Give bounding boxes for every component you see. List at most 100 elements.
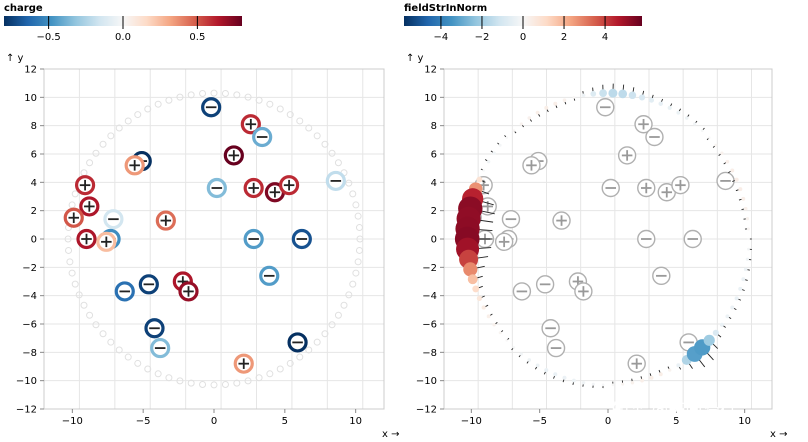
field-point <box>544 368 549 373</box>
x-tick-label: −5 <box>532 416 547 427</box>
field-point <box>621 382 625 386</box>
boundary-point <box>233 91 241 99</box>
field-point <box>743 267 748 272</box>
y-tick-label: 10 <box>24 93 37 104</box>
y-tick-label: 6 <box>431 150 437 161</box>
legend-field-tick-label: 0 <box>520 32 526 43</box>
field-point <box>703 334 715 346</box>
field-point <box>476 176 483 183</box>
y-tick-label: −12 <box>416 405 437 416</box>
field-point <box>725 159 730 164</box>
field-point <box>712 329 719 336</box>
field-point <box>738 187 743 192</box>
field-point <box>734 296 739 301</box>
field-point <box>492 151 496 155</box>
legend-charge-tick-label: 0.5 <box>189 32 205 43</box>
y-axis-label: ↑ y <box>6 53 24 64</box>
boundary-point <box>313 132 321 140</box>
field-point <box>505 339 509 342</box>
y-tick-label: 10 <box>424 93 437 104</box>
boundary-point <box>210 381 218 389</box>
field-point <box>590 91 597 97</box>
charge-plot: 12 10 8 6 4 2 0 −2 −4 −6 −8 −10 −12 −10 −5 0 5 10 ↑ y x → <box>6 53 399 440</box>
y-tick-label: 2 <box>431 206 437 217</box>
boundary-point <box>144 365 152 373</box>
boundary-point <box>354 258 362 266</box>
field-point <box>572 96 576 99</box>
boundary-point <box>244 377 252 385</box>
field-point <box>519 352 523 356</box>
field-point <box>562 98 567 103</box>
boundary-point <box>266 100 274 108</box>
boundary-point <box>176 377 184 385</box>
boundary-point <box>154 100 162 108</box>
field-point <box>472 285 480 293</box>
x-tick-label: 5 <box>673 416 679 427</box>
y-tick-label: −12 <box>16 405 37 416</box>
field-point <box>519 122 523 126</box>
legend-field-title: fieldStrInNorm <box>404 3 487 14</box>
field-point <box>745 257 750 261</box>
y-tick-label: −4 <box>422 291 437 302</box>
field-point <box>562 375 567 380</box>
field-point <box>544 105 549 110</box>
boundary-point <box>199 380 207 388</box>
boundary-point <box>296 353 304 361</box>
y-tick-label: −2 <box>22 263 37 274</box>
watermark-text: 知乎 @天国滑行 <box>612 401 736 421</box>
boundary-point <box>154 370 162 378</box>
boundary-point <box>115 124 123 132</box>
field-point <box>708 136 711 139</box>
boundary-point <box>92 149 100 157</box>
field-point <box>618 89 628 99</box>
x-tick-label: −5 <box>136 416 151 427</box>
field-point <box>668 368 672 372</box>
field-point <box>481 305 486 310</box>
boundary-point <box>349 190 357 198</box>
boundary-point <box>355 246 363 254</box>
field-point <box>630 380 635 385</box>
field-point <box>648 97 655 103</box>
boundary-point <box>313 338 321 346</box>
legend-field-tick-label: −4 <box>434 32 449 43</box>
boundary-point <box>321 140 329 148</box>
field-point <box>467 274 478 285</box>
x-tick-label: 5 <box>282 416 288 427</box>
x-tick-label: −10 <box>461 416 482 427</box>
field-point <box>730 305 735 310</box>
boundary-point <box>80 301 88 309</box>
boundary-point <box>328 321 336 329</box>
boundary-point <box>124 117 132 125</box>
field-point <box>572 378 576 383</box>
boundary-point <box>345 179 353 187</box>
field-point <box>700 129 704 132</box>
field-point <box>720 151 724 155</box>
field-point <box>512 346 516 349</box>
field-point <box>591 382 595 386</box>
boundary-point <box>144 105 152 113</box>
boundary-point <box>65 246 73 254</box>
field-point <box>640 378 644 383</box>
boundary-point <box>221 380 229 388</box>
y-tick-label: −10 <box>16 376 37 387</box>
boundary-point <box>255 96 263 104</box>
field-point <box>638 94 646 101</box>
legend-charge-tick-label: 0.0 <box>115 32 131 43</box>
x-tick-label: 10 <box>349 416 362 427</box>
boundary-point <box>165 96 173 104</box>
boundary-point <box>355 224 363 232</box>
boundary-point <box>352 269 360 277</box>
x-tick-label: −10 <box>62 416 83 427</box>
field-point <box>492 323 496 327</box>
field-point <box>611 383 615 387</box>
y-tick-label: −8 <box>422 348 437 359</box>
field-point <box>476 295 483 301</box>
field-point <box>730 168 735 173</box>
boundary-point <box>276 105 284 113</box>
field-point <box>535 110 540 115</box>
y-tick-label: 0 <box>431 235 437 246</box>
field-point <box>553 372 558 377</box>
boundary-point <box>71 190 79 198</box>
field-point <box>527 116 532 120</box>
field-point <box>741 196 746 201</box>
